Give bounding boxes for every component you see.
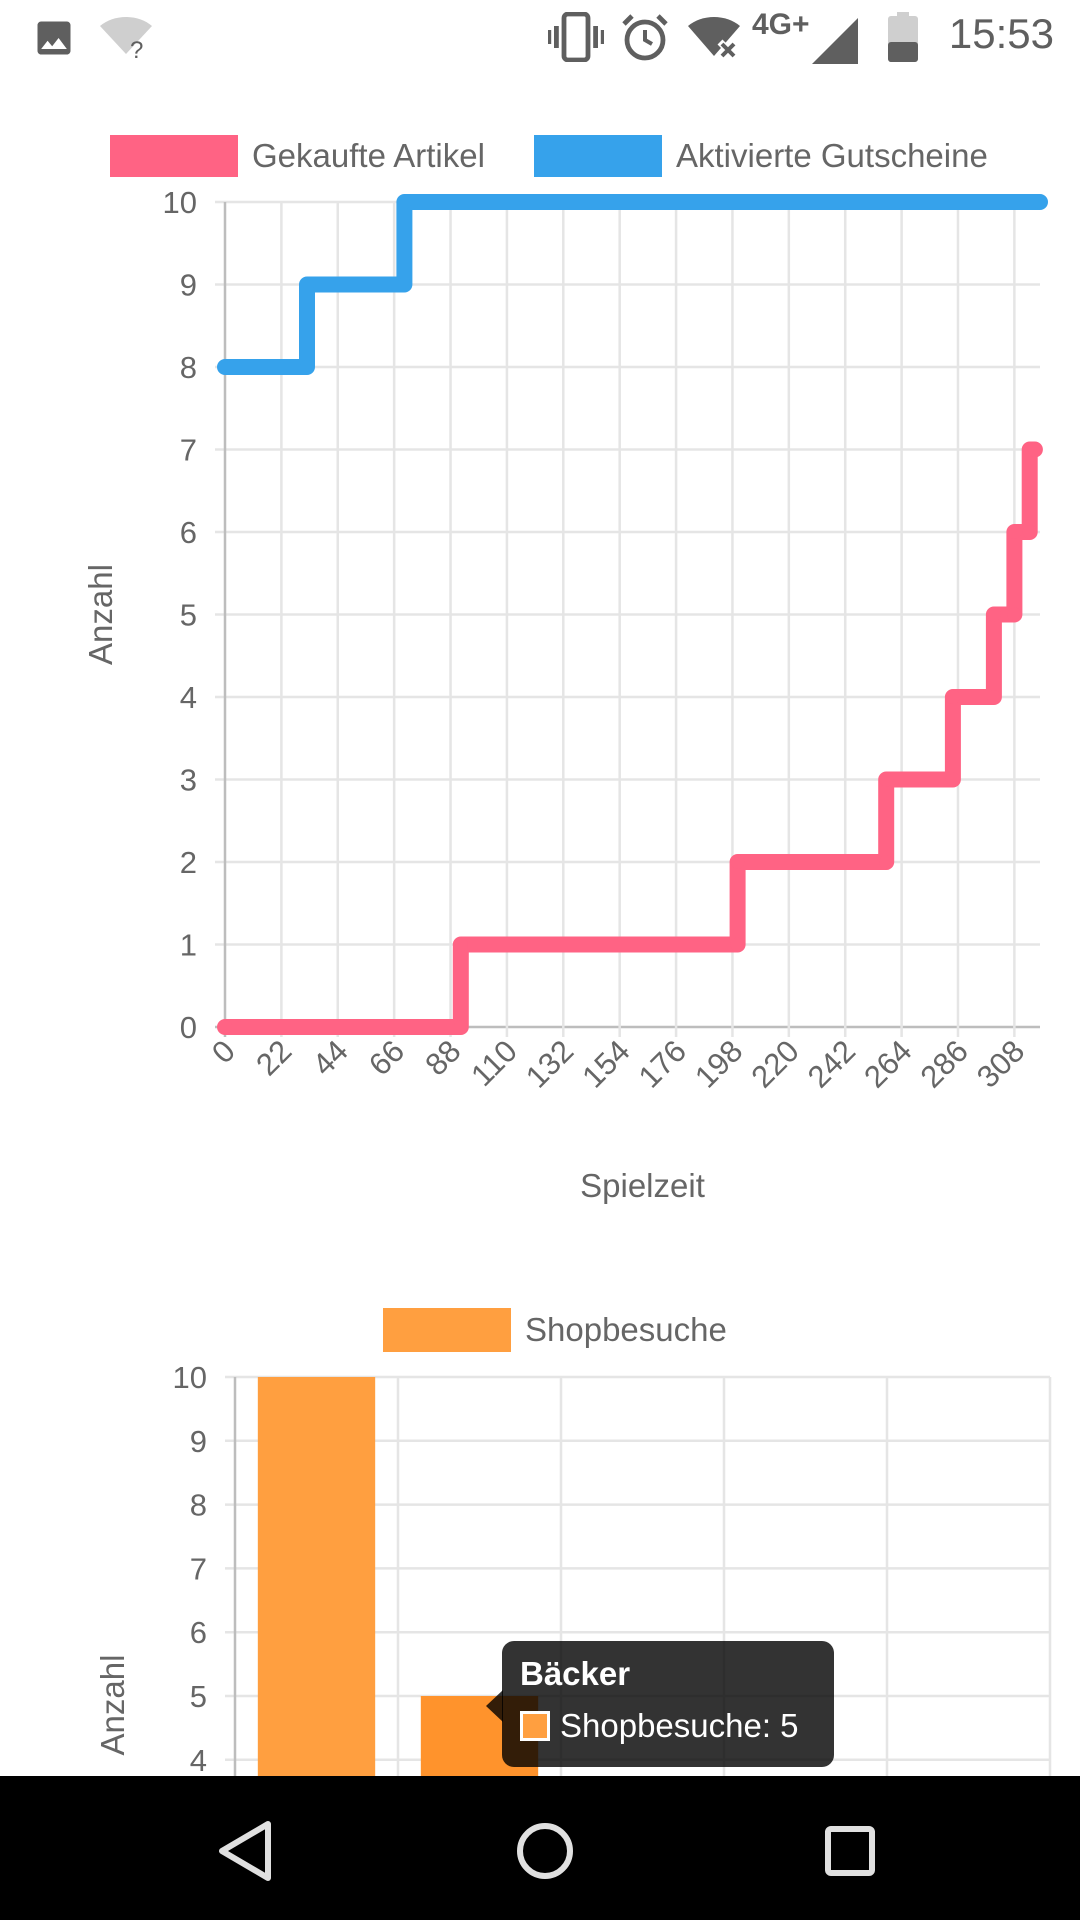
- x-tick-label: 242: [801, 1033, 862, 1094]
- vibrate-icon: [548, 12, 604, 62]
- x-axis-title: Spielzeit: [580, 1167, 705, 1204]
- status-bar: ? 4G+ 15:53: [0, 0, 1080, 76]
- tooltip-title: Bäcker: [520, 1655, 631, 1692]
- legend-label[interactable]: Aktivierte Gutscheine: [676, 137, 988, 174]
- data-point[interactable]: [1027, 442, 1042, 457]
- series-line[interactable]: [217, 194, 1048, 375]
- x-tick-label: 176: [632, 1033, 693, 1094]
- x-tick-label: 110: [464, 1033, 524, 1093]
- y-tick-label: 4: [180, 680, 197, 715]
- navigation-bar: [0, 1776, 1080, 1920]
- bar[interactable]: [257, 1377, 376, 1776]
- y-tick-label: 7: [180, 433, 197, 468]
- data-point[interactable]: [1033, 195, 1047, 209]
- data-point[interactable]: [879, 772, 894, 787]
- data-point[interactable]: [1007, 525, 1022, 539]
- tooltip-color-swatch: [520, 1711, 550, 1741]
- x-tick-label: 132: [519, 1033, 580, 1094]
- data-point[interactable]: [1007, 607, 1022, 622]
- legend-label[interactable]: Gekaufte Artikel: [252, 137, 485, 174]
- y-tick-label: 10: [173, 1360, 207, 1395]
- data-point[interactable]: [879, 855, 894, 869]
- data-point[interactable]: [453, 1020, 468, 1034]
- data-point[interactable]: [986, 607, 1001, 622]
- x-tick-label: 22: [249, 1033, 298, 1082]
- signal-icon: [812, 18, 858, 64]
- data-point[interactable]: [945, 772, 960, 787]
- legend-label[interactable]: Shopbesuche: [525, 1311, 727, 1348]
- data-point[interactable]: [218, 360, 232, 374]
- series-line[interactable]: [217, 441, 1043, 1035]
- tooltip-label: Shopbesuche: 5: [560, 1707, 799, 1744]
- data-point[interactable]: [453, 937, 468, 952]
- clock-time: 15:53: [948, 10, 1054, 57]
- x-tick-label: 264: [857, 1033, 918, 1094]
- x-tick-label: 44: [306, 1033, 355, 1082]
- x-tick-label: 154: [575, 1033, 636, 1094]
- battery-icon: [888, 12, 918, 62]
- data-point[interactable]: [986, 690, 1001, 704]
- x-tick-label: 198: [688, 1033, 749, 1094]
- data-point[interactable]: [218, 1020, 232, 1034]
- chart-tooltip: Bäcker Shopbesuche: 5: [502, 1641, 834, 1767]
- tooltip-caret: [486, 1690, 503, 1722]
- recents-icon[interactable]: [805, 1806, 895, 1896]
- y-tick-label: 8: [180, 350, 197, 385]
- y-tick-label: 3: [180, 763, 197, 798]
- svg-text:?: ?: [130, 37, 143, 60]
- y-tick-label: 8: [190, 1488, 207, 1523]
- y-tick-label: 9: [190, 1424, 207, 1459]
- data-point[interactable]: [730, 937, 745, 952]
- legend-swatch[interactable]: [110, 135, 238, 177]
- y-tick-label: 9: [180, 268, 197, 303]
- y-tick-label: 5: [190, 1679, 207, 1714]
- x-tick-label: 88: [418, 1033, 467, 1082]
- y-tick-label: 5: [180, 598, 197, 633]
- y-axis-title: Anzahl: [94, 1655, 131, 1756]
- y-tick-label: 1: [180, 928, 197, 963]
- y-tick-label: 7: [190, 1551, 207, 1586]
- network-type-label: 4G+: [752, 8, 810, 41]
- data-point[interactable]: [1022, 525, 1037, 539]
- x-tick-label: 286: [914, 1033, 975, 1094]
- wifi-off-icon: [688, 17, 740, 60]
- legend-swatch[interactable]: [534, 135, 662, 177]
- x-tick-label: 220: [744, 1033, 805, 1094]
- back-icon[interactable]: [200, 1806, 290, 1896]
- y-axis-title: Anzahl: [82, 564, 119, 665]
- home-icon[interactable]: [500, 1806, 590, 1896]
- data-point[interactable]: [300, 360, 315, 374]
- alarm-icon: [622, 14, 668, 61]
- data-point[interactable]: [397, 277, 412, 292]
- data-point[interactable]: [945, 690, 960, 704]
- y-tick-label: 2: [180, 845, 197, 880]
- data-point[interactable]: [730, 855, 745, 869]
- data-point[interactable]: [300, 277, 315, 292]
- x-tick-label: 66: [362, 1033, 411, 1082]
- x-tick-label: 0: [205, 1033, 242, 1070]
- wifi-question-icon: ?: [100, 17, 152, 60]
- legend-swatch[interactable]: [383, 1308, 511, 1352]
- y-tick-label: 6: [180, 515, 197, 550]
- image-icon: [37, 21, 71, 55]
- data-point[interactable]: [397, 195, 412, 209]
- y-tick-label: 0: [180, 1010, 197, 1045]
- x-tick-label: 308: [970, 1033, 1031, 1094]
- y-tick-label: 10: [163, 185, 197, 220]
- y-tick-label: 6: [190, 1615, 207, 1650]
- y-tick-label: 4: [190, 1743, 207, 1776]
